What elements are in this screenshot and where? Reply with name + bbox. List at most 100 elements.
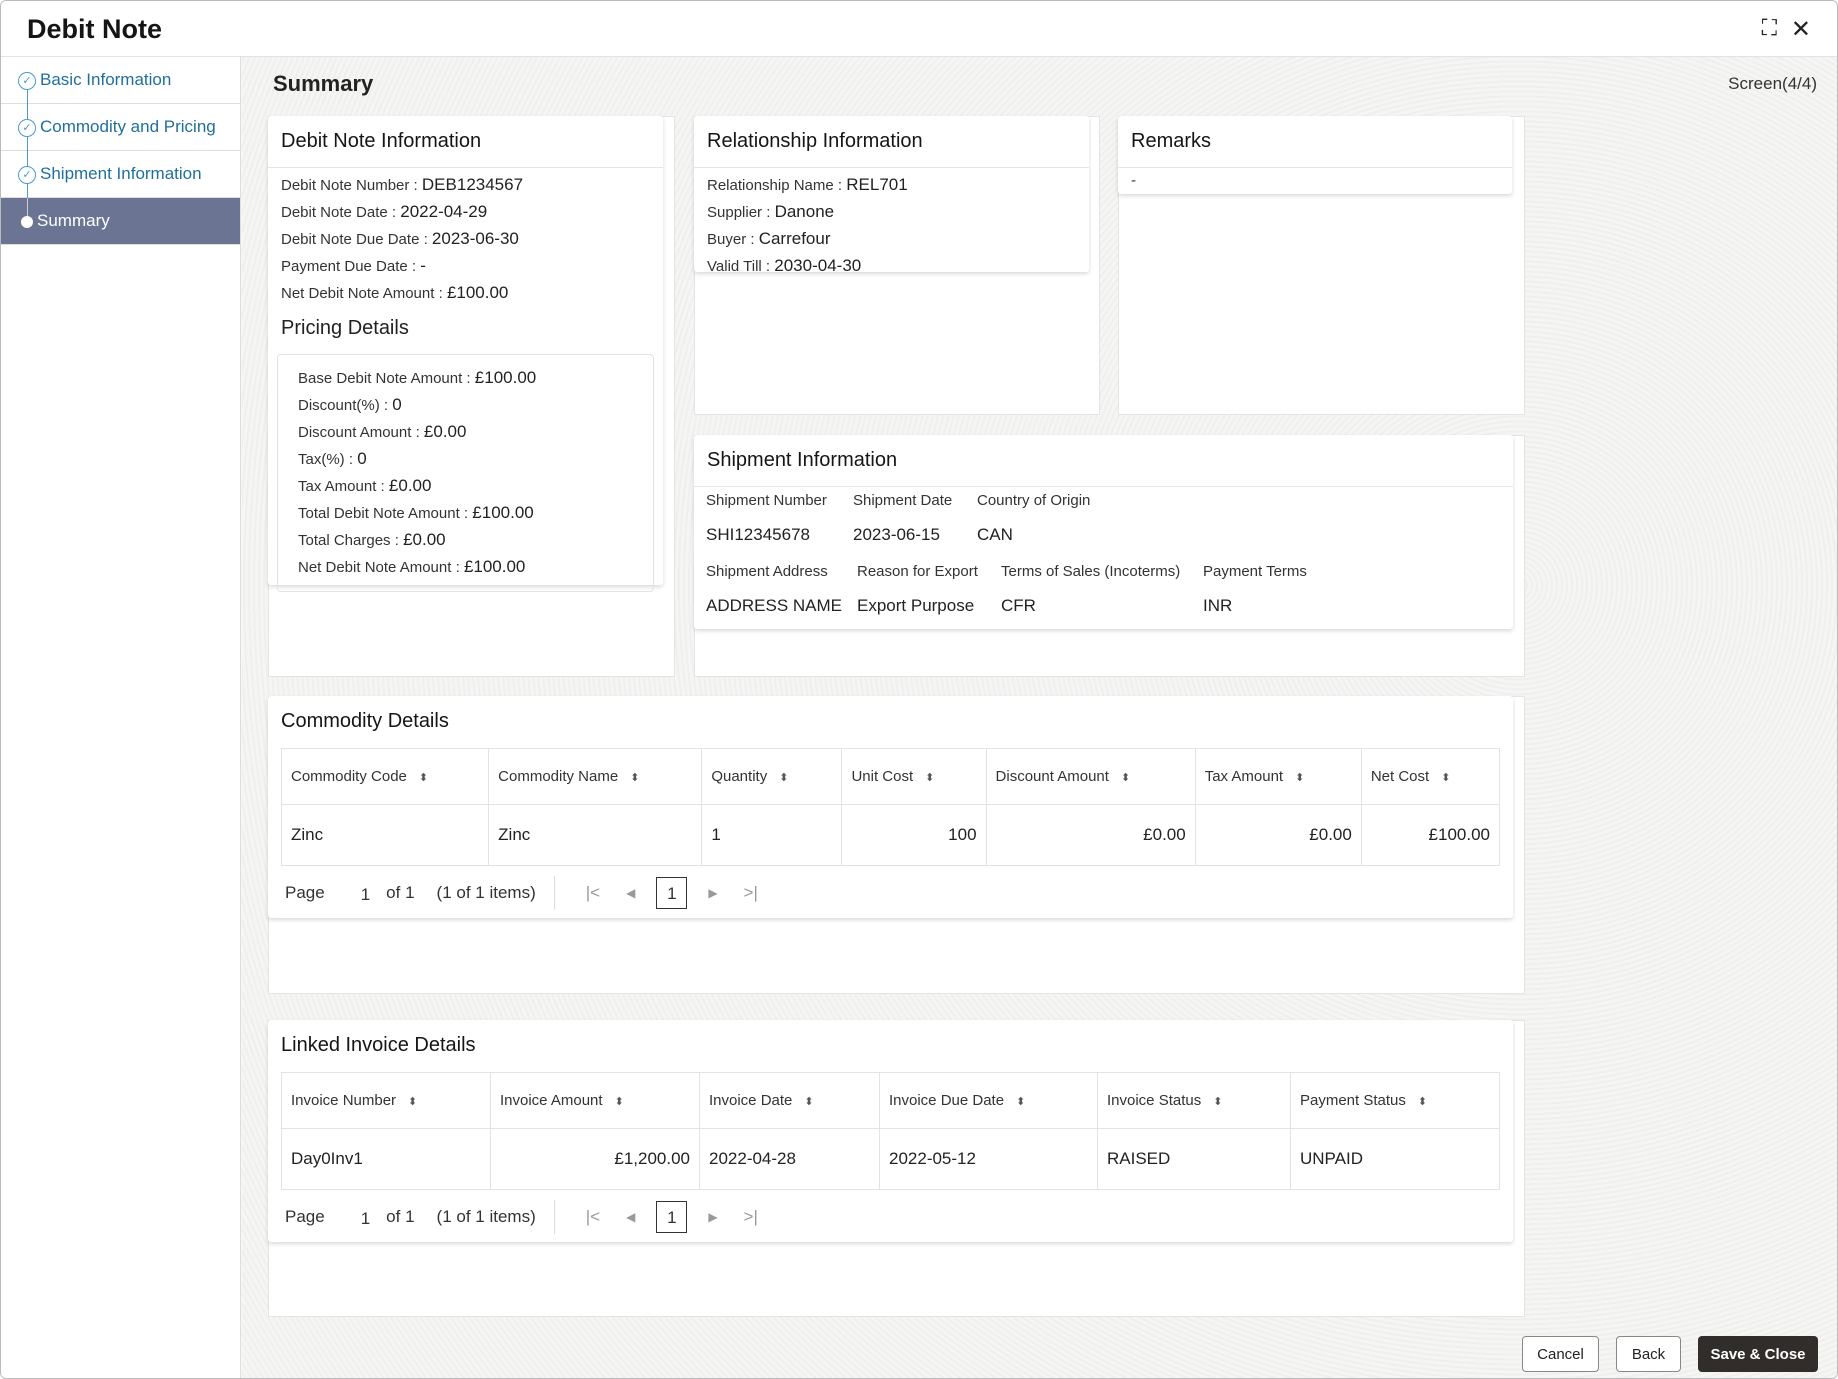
column-header[interactable]: Net Cost ⬍ <box>1360 748 1501 805</box>
column-header[interactable]: Quantity ⬍ <box>701 748 843 805</box>
field-label: Supplier <box>707 204 763 221</box>
table-cell: UNPAID <box>1290 1128 1500 1190</box>
close-icon[interactable]: ✕ <box>1790 16 1811 43</box>
current-page-button[interactable]: 1 <box>656 1201 688 1233</box>
column-label: Quantity <box>711 768 768 785</box>
page-input[interactable]: 1 <box>360 1209 371 1228</box>
field-label: Shipment Address <box>706 563 828 580</box>
field-value: 2030-04-30 <box>774 256 862 275</box>
sidebar-item-summary[interactable]: Summary <box>1 198 240 245</box>
sort-icon[interactable]: ⬍ <box>1120 772 1131 784</box>
check-icon: ✓ <box>18 166 36 184</box>
main-content: Summary Screen(4/4) Debit Note Informati… <box>242 57 1837 1378</box>
sidebar: ✓ Basic Information ✓ Commodity and Pricin… <box>1 57 241 1378</box>
sort-icon[interactable]: ⬍ <box>614 1096 624 1108</box>
save-close-button[interactable]: Save & Close <box>1698 1336 1818 1372</box>
column-label: Invoice Number <box>291 1092 397 1109</box>
next-page-icon[interactable]: ▶ <box>708 886 718 900</box>
sort-icon[interactable]: ⬍ <box>1417 1096 1428 1108</box>
field-value: 2022-04-29 <box>400 202 488 221</box>
column-header[interactable]: Invoice Number ⬍ <box>281 1072 491 1129</box>
table-row[interactable]: Day0Inv1 £1,200.00 2022-04-28 2022-05-12 RAI… <box>281 1128 1500 1190</box>
column-header[interactable]: Commodity Name ⬍ <box>488 748 703 805</box>
sort-icon[interactable]: ⬍ <box>418 772 429 784</box>
previous-page-icon[interactable]: ◀ <box>626 886 636 900</box>
field-row: Tax Amount : £0.00 <box>298 476 432 495</box>
field-row: Debit Note Due Date : 2023-06-30 <box>281 229 519 248</box>
table-cell: 100 <box>841 804 987 866</box>
field-label: Net Debit Note Amount <box>298 559 452 576</box>
current-page-button[interactable]: 1 <box>656 877 688 909</box>
column-label: Invoice Status <box>1107 1092 1202 1109</box>
field-label: Tax(%) <box>298 451 345 468</box>
column-header[interactable]: Tax Amount ⬍ <box>1194 748 1362 805</box>
sidebar-item-commodity-and-pricing[interactable]: ✓ Commodity and Pricing <box>1 104 240 151</box>
field-value: Export Purpose <box>857 596 975 615</box>
table-cell: Zinc <box>488 804 703 866</box>
field-value: DEB1234567 <box>421 175 524 194</box>
back-button[interactable]: Back <box>1616 1336 1681 1372</box>
invoice-table: Invoice Number ⬍ Invoice Amount ⬍ Invoice Da… <box>281 1072 1500 1190</box>
field-label: Discount Amount <box>298 424 412 441</box>
field-value: 0 <box>392 395 402 414</box>
sort-icon[interactable]: ⬍ <box>1213 1096 1223 1108</box>
field-value: £0.00 <box>423 422 467 441</box>
collapse-icon[interactable]: ⛶ <box>1761 15 1777 40</box>
field-label: Net Debit Note Amount <box>281 285 435 302</box>
sort-icon[interactable]: ⬍ <box>1295 772 1305 784</box>
first-page-icon[interactable]: |< <box>585 1207 601 1226</box>
field-value: 2023-06-30 <box>431 229 519 248</box>
column-header[interactable]: Payment Status ⬍ <box>1290 1072 1500 1129</box>
field-value: 2023-06-15 <box>853 525 940 544</box>
sort-icon[interactable]: ⬍ <box>779 772 789 784</box>
divider <box>553 876 555 910</box>
sort-icon[interactable]: ⬍ <box>1441 772 1451 784</box>
column-header[interactable]: Unit Cost ⬍ <box>841 748 987 805</box>
field-label: Total Debit Note Amount <box>298 505 460 522</box>
page-title: Summary <box>273 71 374 96</box>
card-title: Shipment Information <box>694 435 1513 487</box>
table-cell: 2022-05-12 <box>879 1128 1098 1190</box>
field-row: Debit Note Date : 2022-04-29 <box>281 202 488 221</box>
table-cell: £0.00 <box>1194 804 1362 866</box>
field-label: Total Charges <box>298 532 391 549</box>
field-label: Country of Origin <box>977 492 1091 509</box>
field-label: Discount(%) <box>298 397 380 414</box>
first-page-icon[interactable]: |< <box>585 883 601 902</box>
cancel-button[interactable]: Cancel <box>1522 1336 1599 1372</box>
field-value: SHI12345678 <box>706 525 810 544</box>
sort-icon[interactable]: ⬍ <box>408 1096 418 1108</box>
column-label: Commodity Name <box>498 768 619 785</box>
column-header[interactable]: Invoice Due Date ⬍ <box>879 1072 1098 1129</box>
table-cell: Zinc <box>280 804 490 866</box>
field-row: Net Debit Note Amount : £100.00 <box>281 283 509 302</box>
sort-icon[interactable]: ⬍ <box>804 1096 814 1108</box>
sidebar-item-shipment-information[interactable]: ✓ Shipment Information <box>1 151 240 198</box>
column-header[interactable]: Invoice Amount ⬍ <box>490 1072 700 1129</box>
current-step-icon <box>21 216 33 228</box>
column-label: Invoice Due Date <box>889 1092 1005 1109</box>
sidebar-item-basic-information[interactable]: ✓ Basic Information <box>1 57 240 104</box>
column-header[interactable]: Commodity Code ⬍ <box>280 748 490 805</box>
previous-page-icon[interactable]: ◀ <box>626 1210 636 1224</box>
next-page-icon[interactable]: ▶ <box>708 1210 718 1224</box>
page-input[interactable]: 1 <box>360 885 371 904</box>
field-row: Valid Till : 2030-04-30 <box>707 256 862 275</box>
remarks-card: Remarks - <box>1118 116 1512 194</box>
field-row: Total Charges : £0.00 <box>298 530 446 549</box>
field-row: Debit Note Number : DEB1234567 <box>281 175 524 194</box>
table-cell: 2022-04-28 <box>699 1128 880 1190</box>
sort-icon[interactable]: ⬍ <box>925 772 935 784</box>
last-page-icon[interactable]: >| <box>743 1207 758 1226</box>
table-row[interactable]: Zinc Zinc 1 100 £0.00 £0.00 £100.00 <box>280 804 1501 866</box>
sort-icon[interactable]: ⬍ <box>630 772 640 784</box>
last-page-icon[interactable]: >| <box>743 883 758 902</box>
sort-icon[interactable]: ⬍ <box>1016 1096 1026 1108</box>
table-cell: RAISED <box>1097 1128 1291 1190</box>
column-header[interactable]: Discount Amount ⬍ <box>985 748 1196 805</box>
column-label: Payment Status <box>1300 1092 1406 1109</box>
column-header[interactable]: Invoice Date ⬍ <box>699 1072 880 1129</box>
debit-note-information-card: Debit Note Information Debit Note Number… <box>268 116 663 592</box>
remarks-value: - <box>1131 172 1136 189</box>
column-header[interactable]: Invoice Status ⬍ <box>1097 1072 1291 1129</box>
